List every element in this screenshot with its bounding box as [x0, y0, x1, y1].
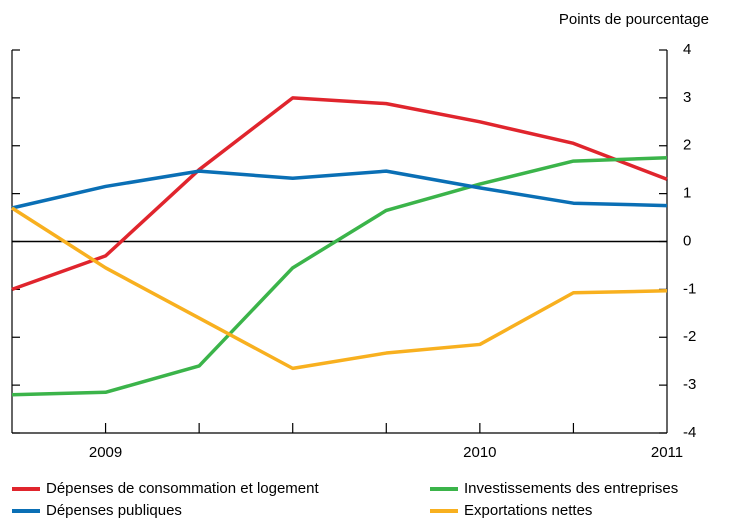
- y-tick-label: 0: [683, 232, 691, 249]
- series-line: [11, 155, 668, 397]
- legend-label: Dépenses de consommation et logement: [46, 480, 319, 497]
- series-line: [11, 169, 668, 210]
- y-tick-label: 2: [683, 137, 691, 154]
- y-tick-label: 3: [683, 89, 691, 106]
- y-tick-label: -4: [683, 424, 696, 441]
- y-tick-label: -3: [683, 376, 696, 393]
- x-tick-label: 2009: [89, 444, 122, 461]
- y-tick-label: -2: [683, 328, 696, 345]
- x-tick-label: 2010: [463, 444, 496, 461]
- legend-label: Investissements des entreprises: [464, 480, 678, 497]
- legend-label: Exportations nettes: [464, 502, 592, 519]
- y-tick-label: 1: [683, 185, 691, 202]
- series-line: [11, 96, 668, 292]
- y-tick-label: -1: [683, 280, 696, 297]
- y-axis-label: Points de pourcentage: [559, 11, 709, 28]
- x-tick-label: 2011: [651, 444, 683, 461]
- y-tick-label: 4: [683, 41, 691, 58]
- legend-label: Dépenses publiques: [46, 502, 182, 519]
- series-line: [11, 206, 668, 371]
